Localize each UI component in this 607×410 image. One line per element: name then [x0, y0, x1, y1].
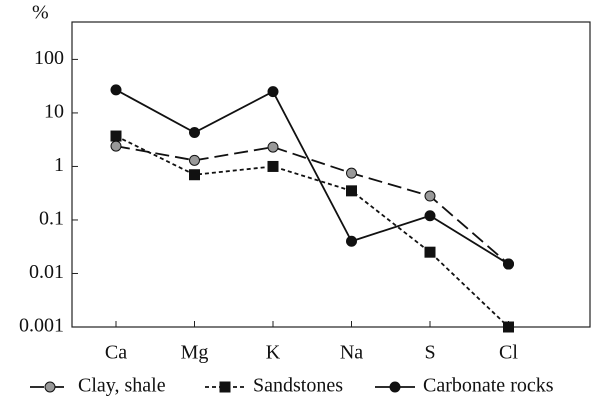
- data-point: [267, 86, 279, 98]
- x-tick-label: S: [424, 342, 435, 364]
- legend-marker: [44, 381, 56, 393]
- data-point: [110, 130, 122, 142]
- data-point: [503, 258, 514, 270]
- y-tick-label: 0.01: [29, 261, 64, 283]
- data-point: [346, 185, 357, 197]
- y-tick-label: 0.1: [39, 208, 64, 230]
- data-point: [267, 141, 279, 153]
- y-tick-label: 10: [44, 101, 64, 123]
- x-tick-label: Ca: [105, 342, 127, 364]
- x-tick-label: Na: [340, 342, 363, 364]
- data-point: [189, 169, 200, 181]
- x-tick-label: K: [266, 342, 281, 364]
- x-tick-label: Mg: [181, 342, 209, 364]
- series-line: [115, 145, 510, 265]
- data-point: [424, 190, 436, 202]
- data-point: [346, 167, 357, 179]
- y-tick-label: 0.001: [19, 315, 64, 337]
- legend-label: Sandstones: [253, 375, 343, 397]
- x-tick-label: Cl: [499, 342, 518, 364]
- y-tick-label: 1: [54, 154, 64, 176]
- y-tick-label: 100: [34, 47, 64, 69]
- data-point: [346, 235, 357, 247]
- data-point: [189, 154, 200, 166]
- legend-label: Clay, shale: [78, 375, 166, 397]
- legend-marker: [389, 381, 401, 393]
- legend-label: Carbonate rocks: [423, 375, 554, 397]
- data-point: [424, 210, 436, 222]
- series-line: [115, 89, 509, 265]
- data-point: [503, 321, 514, 333]
- legend-marker: [219, 381, 231, 393]
- data-point: [189, 127, 200, 139]
- y-axis-label: %: [32, 2, 49, 24]
- plot-frame: [71, 21, 591, 328]
- data-point: [424, 246, 436, 258]
- series-line: [115, 135, 510, 328]
- data-point: [110, 140, 122, 152]
- data-point: [110, 84, 122, 96]
- data-point: [267, 160, 279, 172]
